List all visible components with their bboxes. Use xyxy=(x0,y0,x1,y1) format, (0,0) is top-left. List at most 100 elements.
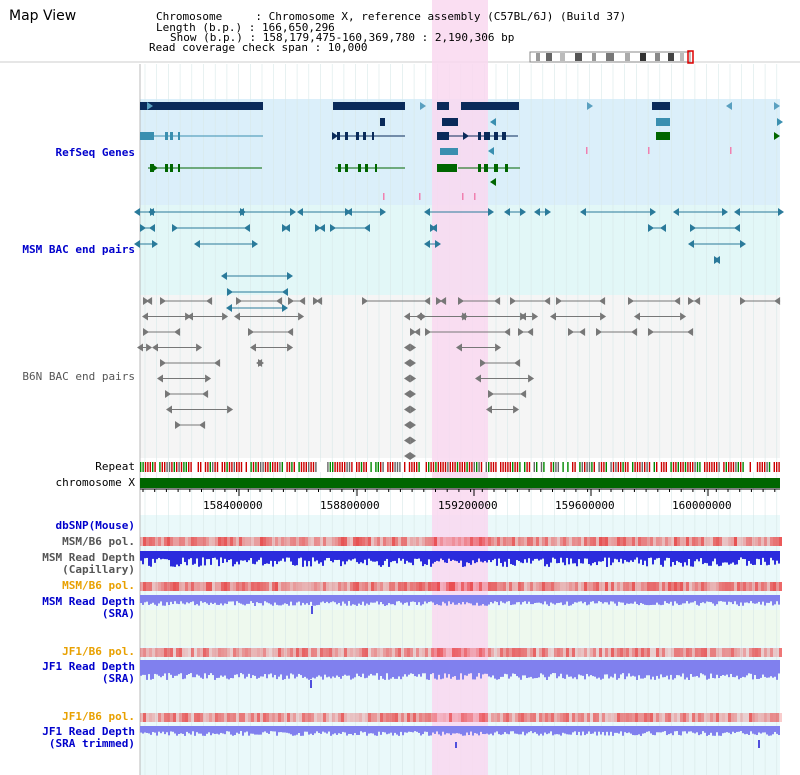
pol-cell xyxy=(275,582,278,591)
depth-bar xyxy=(324,660,326,675)
pol-cell xyxy=(407,648,410,657)
strand-arrow xyxy=(410,343,417,352)
pol-cell xyxy=(551,648,554,657)
depth-bar xyxy=(332,551,334,563)
repeat-element xyxy=(291,462,293,472)
strand-arrow xyxy=(599,297,606,305)
depth-bar xyxy=(448,726,450,734)
depth-bar xyxy=(714,551,716,559)
depth-bar xyxy=(546,595,548,605)
pol-cell xyxy=(707,648,710,657)
pol-cell xyxy=(677,713,680,722)
repeat-element xyxy=(459,462,461,472)
pol-cell xyxy=(734,713,737,722)
track-label-msm-bac[interactable]: MSM BAC end pairs xyxy=(22,243,135,256)
track-label-jf1-depth-sra[interactable]: JF1 Read Depth xyxy=(42,660,135,673)
repeat-element xyxy=(260,462,262,472)
depth-bar xyxy=(712,551,714,562)
track-label-b6n-bac[interactable]: B6N BAC end pairs xyxy=(22,370,135,383)
depth-bar xyxy=(604,595,606,603)
pol-cell xyxy=(407,537,410,546)
depth-bar xyxy=(382,551,384,566)
depth-bar xyxy=(234,660,236,675)
depth-bar xyxy=(630,726,632,734)
depth-bar xyxy=(664,551,666,561)
depth-bar xyxy=(378,726,380,732)
repeat-element xyxy=(749,462,751,472)
depth-bar xyxy=(172,551,174,567)
pol-cell xyxy=(674,582,677,591)
repeat-element xyxy=(776,462,778,472)
strand-arrow xyxy=(475,374,481,383)
depth-bar xyxy=(166,726,168,733)
repeat-element xyxy=(653,462,655,472)
pol-cell xyxy=(440,537,443,546)
depth-bar xyxy=(646,595,648,606)
repeat-element xyxy=(240,462,243,472)
pol-cell xyxy=(512,648,515,657)
pol-cell xyxy=(245,582,248,591)
pol-cell xyxy=(677,582,680,591)
depth-bar xyxy=(184,660,186,679)
depth-bar xyxy=(530,595,532,605)
depth-bar xyxy=(242,551,244,561)
track-label-msm-b6-pol-2[interactable]: MSM/B6 pol. xyxy=(62,579,135,592)
gene-exon xyxy=(165,132,168,140)
strand-arrow xyxy=(490,118,496,126)
strand-arrow xyxy=(404,390,411,398)
depth-bar xyxy=(338,660,340,677)
depth-bar xyxy=(714,726,716,736)
pol-cell xyxy=(557,582,560,591)
pol-cell xyxy=(722,648,725,657)
pol-cell xyxy=(581,582,584,591)
pol-cell xyxy=(446,537,449,546)
pol-cell xyxy=(194,648,197,657)
track-label-jf1-depth-trim[interactable]: JF1 Read Depth xyxy=(42,725,135,738)
depth-bar xyxy=(610,551,612,566)
depth-bar xyxy=(186,595,188,603)
strand-arrow xyxy=(456,343,462,352)
pol-cell xyxy=(392,648,395,657)
depth-bar xyxy=(328,595,330,604)
strand-arrow xyxy=(420,102,426,110)
depth-bar xyxy=(304,595,306,605)
pol-cell xyxy=(617,582,620,591)
track-label-dbsnp[interactable]: dbSNP(Mouse) xyxy=(55,519,135,532)
pol-cell xyxy=(263,713,266,722)
pol-cell xyxy=(332,582,335,591)
track-label-msm-depth-cap[interactable]: MSM Read Depth xyxy=(42,551,135,564)
repeat-element xyxy=(293,462,295,472)
pol-cell xyxy=(761,648,764,657)
track-label-msm-b6-pol-1[interactable]: MSM/B6 pol. xyxy=(62,535,135,548)
gene-exon xyxy=(140,132,154,140)
track-label-jf1-b6-pol-2[interactable]: JF1/B6 pol. xyxy=(62,710,135,723)
depth-bar xyxy=(376,660,378,674)
depth-bar xyxy=(194,551,196,564)
depth-bar xyxy=(680,726,682,736)
gene-exon xyxy=(494,132,498,140)
pol-cell xyxy=(593,648,596,657)
repeat-element xyxy=(692,462,694,472)
depth-bar xyxy=(484,551,486,561)
depth-bar xyxy=(768,660,770,678)
pol-cell xyxy=(428,713,431,722)
depth-bar xyxy=(730,551,732,564)
pol-cell xyxy=(584,713,587,722)
depth-bar xyxy=(366,595,368,604)
pol-cell xyxy=(566,582,569,591)
depth-bar xyxy=(402,551,404,559)
pol-cell xyxy=(410,713,413,722)
track-label-repeat[interactable]: Repeat xyxy=(95,460,135,473)
track-label-refseq-genes[interactable]: RefSeq Genes xyxy=(55,146,135,159)
repeat-element xyxy=(598,462,600,472)
track-label-jf1-b6-pol-1[interactable]: JF1/B6 pol. xyxy=(62,645,135,658)
depth-bar xyxy=(610,595,612,602)
pol-cell xyxy=(245,648,248,657)
depth-bar xyxy=(510,551,512,565)
depth-bar xyxy=(672,595,674,606)
depth-bar xyxy=(484,595,486,606)
depth-bar xyxy=(738,595,740,606)
track-label-msm-depth-sra[interactable]: MSM Read Depth xyxy=(42,595,135,608)
depth-bar xyxy=(420,726,422,736)
